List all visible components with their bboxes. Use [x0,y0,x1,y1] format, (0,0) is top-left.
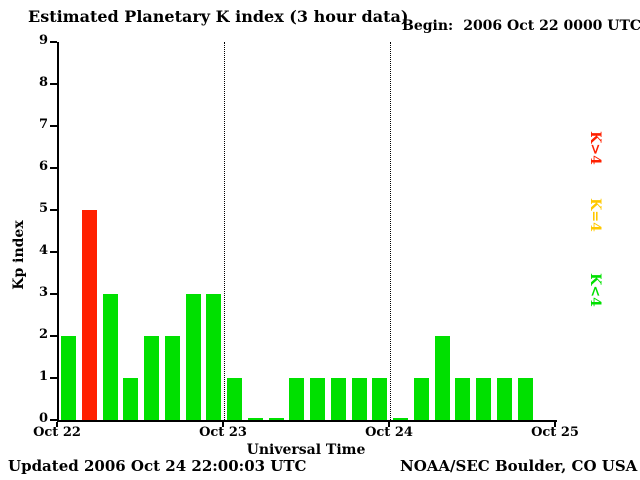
kp-bar [144,336,159,420]
y-tick-label: 2 [38,327,48,342]
y-tick-label: 0 [38,411,48,426]
begin-label: Begin: [402,18,454,34]
kp-bar [61,336,76,420]
updated-timestamp: Updated 2006 Oct 24 22:00:03 UTC [8,457,307,475]
kp-bar [393,418,408,420]
y-tick-mark [50,251,57,253]
kp-bar [206,294,222,420]
kp-bar [247,418,263,420]
y-tick-mark [50,335,57,337]
kp-bar [413,378,429,420]
x-tick-label: Oct 24 [365,425,413,440]
y-tick-label: 9 [38,33,48,48]
legend-k-gt-4: K>4 [587,131,603,165]
kp-bar [372,378,388,420]
x-tick-mark [388,422,390,427]
y-tick-label: 4 [38,243,48,258]
x-axis-label: Universal Time [246,442,366,458]
day-gridline [390,42,391,420]
y-tick-label: 6 [38,159,48,174]
y-tick-mark [50,125,57,127]
legend-k-eq-4: K=4 [587,198,603,232]
y-tick-mark [50,377,57,379]
kp-bar [310,378,325,420]
y-tick-label: 3 [38,285,48,300]
y-tick-label: 7 [38,117,48,132]
kp-bar [164,336,180,420]
y-tick-mark [50,293,57,295]
y-tick-label: 5 [38,201,48,216]
x-tick-label: Oct 23 [199,425,247,440]
begin-value: 2006 Oct 22 0000 UTC [463,18,640,34]
kp-bar [227,378,242,420]
kp-bar [455,378,471,420]
y-tick-label: 8 [38,75,48,90]
y-tick-mark [50,209,57,211]
kp-bar [330,378,346,420]
kp-bar [185,294,201,420]
y-tick-label: 1 [38,369,48,384]
source-attribution: NOAA/SEC Boulder, CO USA [400,457,638,475]
y-tick-mark [50,41,57,43]
y-tick-mark [50,167,57,169]
begin-timestamp: Begin: 2006 Oct 22 0000 UTC [402,18,640,34]
day-gridline [224,42,225,420]
kp-bar [81,210,97,420]
y-tick-mark [50,419,57,421]
kp-bar [351,378,367,420]
x-tick-label: Oct 25 [531,425,579,440]
x-tick-mark [222,422,224,427]
plot-area [57,42,557,422]
kp-bar [434,336,450,420]
kp-bar [102,294,118,420]
kp-bar [289,378,305,420]
x-tick-label: Oct 22 [33,425,81,440]
y-tick-mark [50,83,57,85]
chart-title: Estimated Planetary K index (3 hour data… [28,7,409,26]
kp-bar [476,378,491,420]
kp-bar [268,418,284,420]
kp-bar [517,378,533,420]
x-tick-mark [554,422,556,427]
kp-bar [123,378,139,420]
legend-k-lt-4: K<4 [587,273,603,307]
kp-bar [496,378,512,420]
x-tick-mark [56,422,58,427]
